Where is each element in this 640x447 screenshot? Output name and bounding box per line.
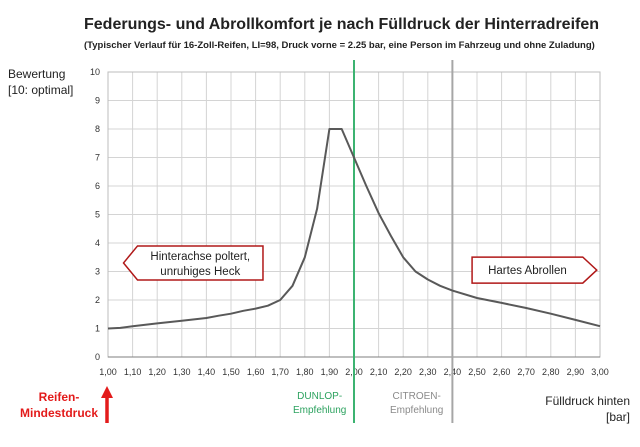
minimum-pressure-label-line1: Reifen- <box>38 390 80 404</box>
citroen-label-line2: Empfehlung <box>390 405 444 416</box>
callout-text-line1: Hinterachse poltert, <box>150 251 250 263</box>
x-tick-label: 2,20 <box>394 367 412 377</box>
x-tick-label: 1,10 <box>124 367 142 377</box>
callout-text: Hartes Abrollen <box>488 265 567 277</box>
x-axis-label: Fülldruck hinten [bar] <box>545 393 630 425</box>
x-tick-label: 2,30 <box>419 367 437 377</box>
y-tick-label: 8 <box>95 124 100 134</box>
callout-arrow-right <box>471 256 598 284</box>
x-axis-label-line2: [bar] <box>605 410 630 424</box>
x-tick-label: 1,90 <box>321 367 339 377</box>
dunlop-label-line1: DUNLOP- <box>297 391 343 402</box>
minimum-pressure-label-line2: Mindestdruck <box>20 406 99 420</box>
citroen-label-line1: CITROEN- <box>392 391 441 402</box>
x-tick-label: 1,30 <box>173 367 191 377</box>
y-tick-label: 2 <box>95 295 100 305</box>
x-tick-label: 2,80 <box>542 367 560 377</box>
y-tick-label: 0 <box>95 352 100 362</box>
x-tick-label: 2,90 <box>567 367 585 377</box>
x-tick-label: 2,50 <box>468 367 486 377</box>
x-tick-label: 1,80 <box>296 367 314 377</box>
y-tick-label: 6 <box>95 181 100 191</box>
y-tick-label: 3 <box>95 267 100 277</box>
callout-arrow-left <box>122 245 264 281</box>
dunlop-label-line2: Empfehlung <box>293 405 347 416</box>
dunlop-recommendation-label: DUNLOP- Empfehlung <box>293 390 346 418</box>
y-axis-label: Bewertung [10: optimal] <box>8 66 73 98</box>
chart-title: Federungs- und Abrollkomfort je nach Fül… <box>84 16 600 33</box>
x-tick-label: 1,70 <box>271 367 289 377</box>
x-tick-label: 3,00 <box>591 367 609 377</box>
y-tick-label: 9 <box>95 96 100 106</box>
y-tick-label: 1 <box>95 324 100 334</box>
x-tick-label: 1,40 <box>198 367 216 377</box>
y-axis-label-line1: Bewertung <box>8 67 66 81</box>
y-axis-label-line2: [10: optimal] <box>8 83 74 97</box>
chart-subtitle: (Typischer Verlauf für 16-Zoll-Reifen, L… <box>84 40 595 51</box>
y-tick-label: 10 <box>90 67 100 77</box>
x-tick-label: 1,20 <box>148 367 166 377</box>
minimum-pressure-arrow-head <box>101 386 113 398</box>
citroen-recommendation-label: CITROEN- Empfehlung <box>390 390 443 418</box>
x-tick-label: 1,00 <box>99 367 117 377</box>
y-tick-label: 5 <box>95 210 100 220</box>
callout-text-line2: unruhiges Heck <box>160 266 240 278</box>
x-axis-label-line1: Fülldruck hinten <box>545 394 630 408</box>
x-tick-label: 1,60 <box>247 367 265 377</box>
x-tick-label: 2,60 <box>493 367 511 377</box>
y-tick-label: 7 <box>95 153 100 163</box>
minimum-pressure-label: Reifen- Mindestdruck <box>20 389 98 421</box>
x-tick-label: 2,70 <box>517 367 535 377</box>
x-tick-label: 2,10 <box>370 367 388 377</box>
y-tick-label: 4 <box>95 238 100 248</box>
comfort-series-line <box>107 128 601 330</box>
x-tick-label: 1,50 <box>222 367 240 377</box>
